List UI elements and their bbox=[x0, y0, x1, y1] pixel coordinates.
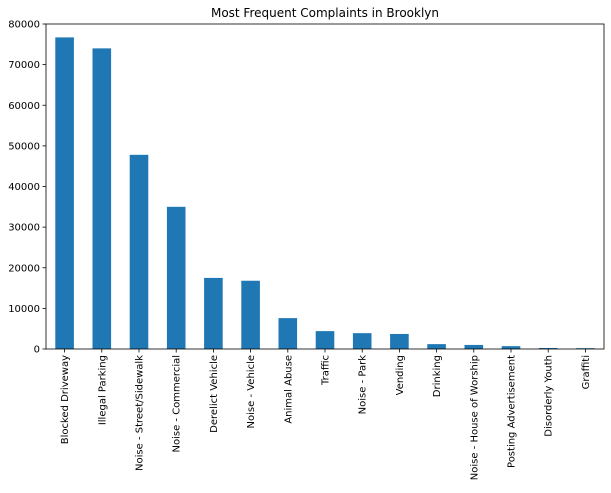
x-tick-label: Disorderly Youth bbox=[544, 355, 555, 437]
x-tick-label: Noise - House of Worship bbox=[469, 355, 480, 480]
bar-8 bbox=[352, 333, 372, 349]
x-tick-label: Noise - Park bbox=[358, 355, 369, 415]
x-tick-label: Animal Abuse bbox=[283, 355, 294, 424]
x-tick-label: Derelict Vehicle bbox=[209, 355, 220, 433]
bar-0 bbox=[55, 37, 74, 349]
x-tick-label: Illegal Parking bbox=[97, 355, 108, 425]
x-axis: Blocked Driveway Illegal Parking Noise - S… bbox=[60, 349, 592, 480]
y-tick-label: 10000 bbox=[8, 304, 40, 315]
chart-title: Most Frequent Complaints in Brooklyn bbox=[211, 6, 439, 20]
y-tick-label: 80000 bbox=[8, 20, 40, 31]
y-tick-label: 0 bbox=[34, 345, 40, 356]
bar-11 bbox=[464, 344, 484, 349]
bar-10 bbox=[427, 344, 446, 349]
y-tick-label: 40000 bbox=[8, 182, 40, 193]
bar-6 bbox=[278, 318, 298, 349]
y-axis: 0 10000 20000 30000 40000 50000 60000 70000 8000… bbox=[8, 20, 46, 356]
bar-1 bbox=[92, 48, 112, 349]
bar-5 bbox=[241, 280, 260, 349]
bar-2 bbox=[129, 154, 149, 349]
plot-frame bbox=[45, 23, 605, 350]
x-tick-label: Posting Advertisement bbox=[507, 355, 518, 468]
x-tick-label: Blocked Driveway bbox=[60, 355, 71, 444]
x-tick-label: Noise - Commercial bbox=[172, 355, 183, 453]
y-tick-label: 50000 bbox=[8, 141, 40, 152]
bar-12 bbox=[501, 346, 521, 349]
y-tick-label: 70000 bbox=[8, 60, 40, 71]
bar-14 bbox=[576, 348, 595, 349]
x-tick-label: Traffic bbox=[321, 355, 332, 386]
bar-4 bbox=[204, 277, 223, 349]
bars-group bbox=[55, 37, 595, 349]
bar-7 bbox=[315, 331, 335, 349]
bar-3 bbox=[166, 206, 186, 349]
x-tick-label: Noise - Street/Sidewalk bbox=[135, 355, 146, 471]
x-tick-label: Graffiti bbox=[581, 355, 592, 389]
y-tick-label: 20000 bbox=[8, 263, 40, 274]
x-tick-label: Noise - Vehicle bbox=[246, 355, 257, 428]
y-tick-label: 60000 bbox=[8, 101, 40, 112]
x-tick-label: Vending bbox=[395, 355, 406, 395]
y-tick-label: 30000 bbox=[8, 223, 40, 234]
bar-13 bbox=[538, 347, 558, 349]
bar-9 bbox=[390, 333, 409, 349]
x-tick-label: Drinking bbox=[432, 355, 443, 397]
